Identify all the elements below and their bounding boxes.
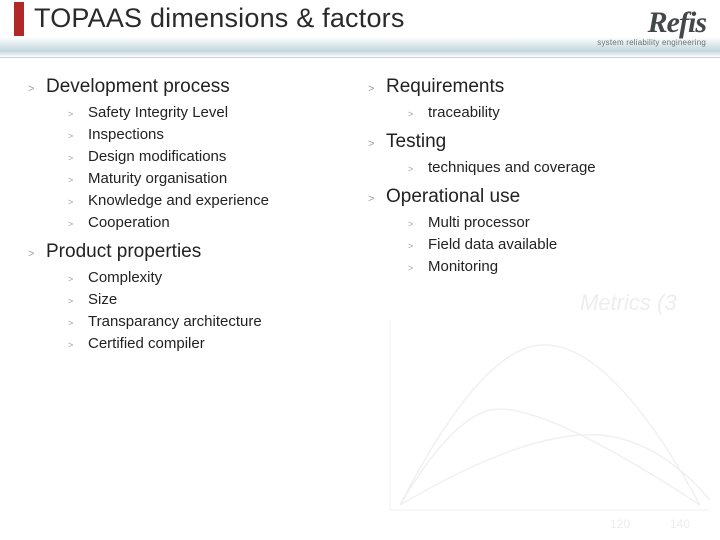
chevron-icon: > bbox=[408, 242, 420, 251]
section-title: Testing bbox=[386, 131, 446, 153]
bg-xtick: 140 bbox=[670, 517, 690, 531]
bg-xtick: 120 bbox=[610, 517, 630, 531]
chevron-icon: > bbox=[368, 194, 382, 205]
item-text: techniques and coverage bbox=[428, 159, 596, 176]
chevron-icon: > bbox=[368, 139, 382, 150]
chevron-icon: > bbox=[68, 319, 80, 328]
content-area: > Development process > Safety Integrity … bbox=[0, 58, 720, 362]
chevron-icon: > bbox=[68, 341, 80, 350]
chevron-icon: > bbox=[408, 165, 420, 174]
list-item: > Size bbox=[68, 291, 352, 308]
item-text: Design modifications bbox=[88, 148, 226, 165]
chevron-icon: > bbox=[28, 84, 42, 95]
item-text: Multi processor bbox=[428, 214, 530, 231]
chevron-icon: > bbox=[68, 176, 80, 185]
logo-text: Refis bbox=[597, 6, 706, 40]
list-item: > Design modifications bbox=[68, 148, 352, 165]
column-left: > Development process > Safety Integrity … bbox=[28, 76, 360, 362]
list-item: > Certified compiler bbox=[68, 335, 352, 352]
chevron-icon: > bbox=[68, 154, 80, 163]
chevron-icon: > bbox=[408, 220, 420, 229]
slide-header: TOPAAS dimensions & factors Refis system… bbox=[0, 0, 720, 58]
chevron-icon: > bbox=[408, 110, 420, 119]
section-operational-use: > Operational use > Multi processor > Fiel… bbox=[368, 186, 692, 275]
section-development-process: > Development process > Safety Integrity … bbox=[28, 76, 352, 231]
item-text: Knowledge and experience bbox=[88, 192, 269, 209]
section-title: Requirements bbox=[386, 76, 504, 98]
list-item: > Field data available bbox=[408, 236, 692, 253]
list-item: > Monitoring bbox=[408, 258, 692, 275]
item-text: Field data available bbox=[428, 236, 557, 253]
chevron-icon: > bbox=[28, 249, 42, 260]
section-product-properties: > Product properties > Complexity > Size >… bbox=[28, 241, 352, 352]
section-title: Product properties bbox=[46, 241, 201, 263]
item-text: Certified compiler bbox=[88, 335, 205, 352]
chevron-icon: > bbox=[368, 84, 382, 95]
list-item: > Multi processor bbox=[408, 214, 692, 231]
list-item: > Maturity organisation bbox=[68, 170, 352, 187]
list-item: > Inspections bbox=[68, 126, 352, 143]
item-text: Maturity organisation bbox=[88, 170, 227, 187]
column-right: > Requirements > traceability > Testing >… bbox=[360, 76, 692, 362]
chevron-icon: > bbox=[68, 220, 80, 229]
list-item: > Safety Integrity Level bbox=[68, 104, 352, 121]
list-item: > Complexity bbox=[68, 269, 352, 286]
item-text: Cooperation bbox=[88, 214, 170, 231]
chevron-icon: > bbox=[68, 198, 80, 207]
accent-block bbox=[14, 2, 24, 36]
chevron-icon: > bbox=[68, 297, 80, 306]
item-text: traceability bbox=[428, 104, 500, 121]
section-requirements: > Requirements > traceability bbox=[368, 76, 692, 121]
section-testing: > Testing > techniques and coverage bbox=[368, 131, 692, 176]
item-text: Transparancy architecture bbox=[88, 313, 262, 330]
chevron-icon: > bbox=[68, 110, 80, 119]
item-text: Complexity bbox=[88, 269, 162, 286]
chevron-icon: > bbox=[408, 264, 420, 273]
section-title: Operational use bbox=[386, 186, 520, 208]
item-text: Size bbox=[88, 291, 117, 308]
list-item: > Transparancy architecture bbox=[68, 313, 352, 330]
list-item: > traceability bbox=[408, 104, 692, 121]
logo: Refis system reliability engineering bbox=[597, 6, 706, 47]
section-title: Development process bbox=[46, 76, 230, 98]
item-text: Inspections bbox=[88, 126, 164, 143]
logo-tagline: system reliability engineering bbox=[597, 38, 706, 47]
item-text: Monitoring bbox=[428, 258, 498, 275]
list-item: > techniques and coverage bbox=[408, 159, 692, 176]
page-title: TOPAAS dimensions & factors bbox=[34, 3, 405, 34]
item-text: Safety Integrity Level bbox=[88, 104, 228, 121]
list-item: > Knowledge and experience bbox=[68, 192, 352, 209]
list-item: > Cooperation bbox=[68, 214, 352, 231]
chevron-icon: > bbox=[68, 132, 80, 141]
chevron-icon: > bbox=[68, 275, 80, 284]
